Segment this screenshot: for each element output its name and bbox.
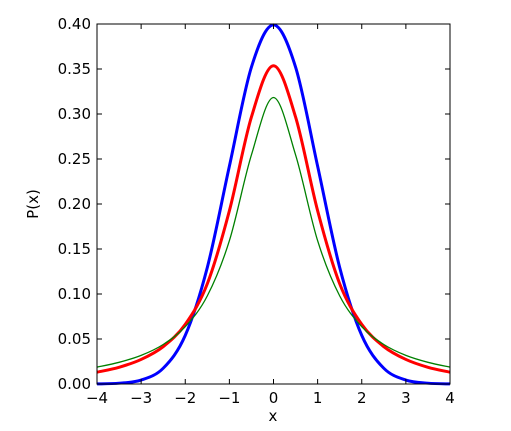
x-tick-label: −1 — [218, 389, 240, 407]
y-tick-label: 0.05 — [58, 330, 91, 348]
y-axis-ticks: 0.00 0.05 0.10 0.15 0.20 0.25 0.30 0.35 0.40 — [58, 15, 450, 393]
series-line-3 — [96, 96, 451, 368]
plot-background — [97, 24, 450, 384]
x-tick-label: 4 — [445, 389, 455, 407]
x-tick-label: 1 — [313, 389, 323, 407]
x-tick-label: 3 — [401, 389, 411, 407]
y-tick-label: 0.40 — [58, 15, 91, 33]
x-tick-label: 2 — [357, 389, 367, 407]
x-axis-label: x — [269, 407, 278, 425]
y-tick-label: 0.10 — [58, 285, 91, 303]
y-tick-label: 0.15 — [58, 240, 91, 258]
x-tick-label: 0 — [269, 389, 279, 407]
x-tick-label: −4 — [86, 389, 108, 407]
y-tick-label: 0.20 — [58, 195, 91, 213]
x-axis-ticks: −4 −3 −2 −1 0 1 2 3 4 — [86, 24, 455, 407]
y-tick-label: 0.00 — [58, 375, 91, 393]
y-tick-label: 0.35 — [58, 60, 91, 78]
y-tick-label: 0.30 — [58, 105, 91, 123]
y-tick-label: 0.25 — [58, 150, 91, 168]
x-tick-label: −3 — [130, 389, 152, 407]
y-axis-label: P(x) — [24, 189, 42, 219]
series-line-2 — [96, 64, 451, 374]
x-tick-label: −2 — [174, 389, 196, 407]
